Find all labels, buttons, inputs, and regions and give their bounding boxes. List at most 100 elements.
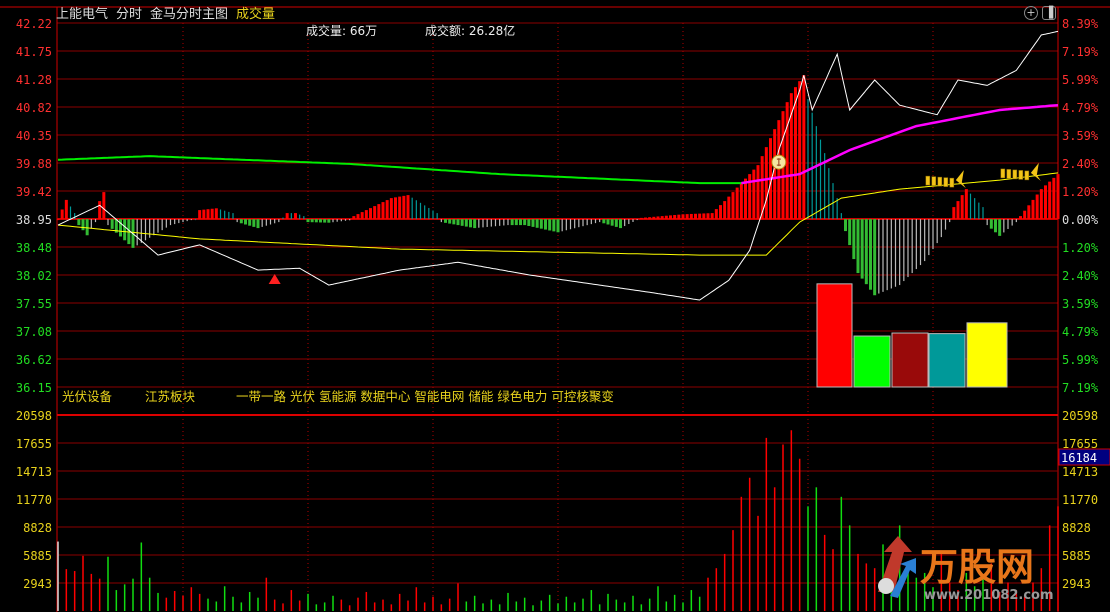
histogram-bar <box>852 219 856 260</box>
butterfly-segment <box>1018 170 1024 180</box>
histogram-bar <box>482 219 484 228</box>
histogram-bar <box>149 219 151 238</box>
histogram-bar <box>428 207 430 220</box>
histogram-bar <box>460 219 464 226</box>
histogram-bar <box>773 129 777 220</box>
butterfly-segment <box>931 176 937 186</box>
price-tick-label: 41.75 <box>16 45 52 59</box>
histogram-bar <box>419 202 422 220</box>
volume-tick-label: 17655 <box>16 437 52 451</box>
volume-tick-label-right: 14713 <box>1062 465 1098 479</box>
histogram-bar <box>510 219 514 226</box>
ma-magenta-line <box>741 103 1059 185</box>
histogram-bar <box>856 219 860 274</box>
histogram-bar <box>978 202 980 220</box>
histogram-bar <box>664 215 668 220</box>
histogram-bar <box>373 206 377 220</box>
histogram-bar <box>539 219 543 229</box>
money-bag-icon <box>771 154 787 170</box>
histogram-bar <box>574 219 576 229</box>
histogram-bar <box>824 153 826 220</box>
histogram-bar <box>364 210 368 220</box>
zoom-plus-icon[interactable]: + <box>1024 6 1038 20</box>
histogram-bar <box>744 178 747 220</box>
histogram-bar <box>869 219 872 290</box>
histogram-bar <box>190 219 192 221</box>
volume-tick-label: 20598 <box>16 409 52 423</box>
histogram-bar <box>123 219 127 241</box>
histogram-bar <box>239 219 243 224</box>
histogram-bar <box>731 192 735 220</box>
histogram-bar <box>440 219 442 223</box>
histogram-bar <box>807 99 809 220</box>
sub-indicator-name[interactable]: 成交量 <box>236 7 276 22</box>
price-tick-label: 40.82 <box>16 101 52 115</box>
price-line <box>57 30 1059 301</box>
industry-tag[interactable]: 光伏设备 <box>62 389 113 404</box>
histogram-bar <box>1056 174 1060 220</box>
histogram-bar <box>90 219 92 229</box>
histogram-bar <box>894 219 897 287</box>
histogram-bar <box>381 202 385 220</box>
view-mode[interactable]: 分时 <box>116 7 143 22</box>
histogram-bar <box>186 219 188 222</box>
histogram-bar <box>610 219 614 226</box>
histogram-bar <box>652 216 656 220</box>
histogram-bar <box>464 219 468 227</box>
histogram-bar <box>523 219 527 226</box>
histogram-bar <box>660 216 664 220</box>
histogram-bar <box>248 219 252 226</box>
histogram-bar <box>544 219 547 230</box>
histogram-bar <box>411 197 413 220</box>
chart-header: 上能电气 分时 金马分时主图 成交量 <box>56 3 275 22</box>
volume-tick-label: 14713 <box>16 465 52 479</box>
concept-tags[interactable]: 一带一路 光伏 氢能源 数据中心 智能电网 储能 绿色电力 可控核聚变 <box>236 389 614 404</box>
histogram-bar <box>282 217 284 220</box>
price-tick-label: 38.48 <box>16 241 52 255</box>
pct-tick-label: 7.19% <box>1062 45 1099 59</box>
histogram-bar <box>936 219 938 244</box>
price-tick-label: 37.55 <box>16 297 52 311</box>
histogram-bar <box>1023 210 1027 220</box>
histogram-bar <box>432 210 434 220</box>
pct-tick-label: 5.99% <box>1062 73 1099 87</box>
histogram-bar <box>499 219 501 226</box>
histogram-bar <box>727 196 731 220</box>
histogram-bar <box>940 219 942 238</box>
histogram-bar <box>694 213 697 220</box>
histogram-bar <box>644 217 647 220</box>
volume-tick-label: 11770 <box>16 493 52 507</box>
histogram-bar <box>919 219 922 266</box>
amount-readout: 成交额: 26.28亿 <box>425 24 516 38</box>
indicator-name[interactable]: 金马分时主图 <box>150 7 229 22</box>
histogram-bar <box>903 219 905 282</box>
histogram-bar <box>582 219 584 227</box>
histogram-bar <box>548 219 552 231</box>
histogram-bar <box>998 219 1002 236</box>
watermark-logo: 万股网 www.201082.com <box>872 532 1054 608</box>
histogram-bar <box>1007 219 1009 229</box>
histogram-bar <box>552 219 556 232</box>
region-tag[interactable]: 江苏板块 <box>145 389 196 404</box>
histogram-bar <box>503 219 505 226</box>
butterfly-icon <box>925 170 966 189</box>
histogram-bar <box>873 219 877 296</box>
histogram-bar <box>802 75 806 220</box>
volume-cursor-box <box>1058 448 1110 466</box>
histogram-bar <box>886 219 888 291</box>
volume-tick-label-right: 11770 <box>1062 493 1098 507</box>
histogram-bar <box>624 219 626 227</box>
histogram-bar <box>265 219 267 226</box>
histogram-bar <box>882 219 884 292</box>
pct-tick-label: 3.59% <box>1062 297 1099 311</box>
histogram-bar <box>890 219 892 289</box>
panel-toggle-icon[interactable]: ▐ <box>1042 6 1056 20</box>
strength-bar <box>966 322 1008 388</box>
histogram-bar <box>385 200 389 220</box>
strength-bar <box>891 332 929 388</box>
histogram-bar <box>1031 199 1035 220</box>
butterfly-segment <box>937 176 943 187</box>
histogram-bar <box>165 219 167 228</box>
histogram-bar <box>161 219 163 231</box>
